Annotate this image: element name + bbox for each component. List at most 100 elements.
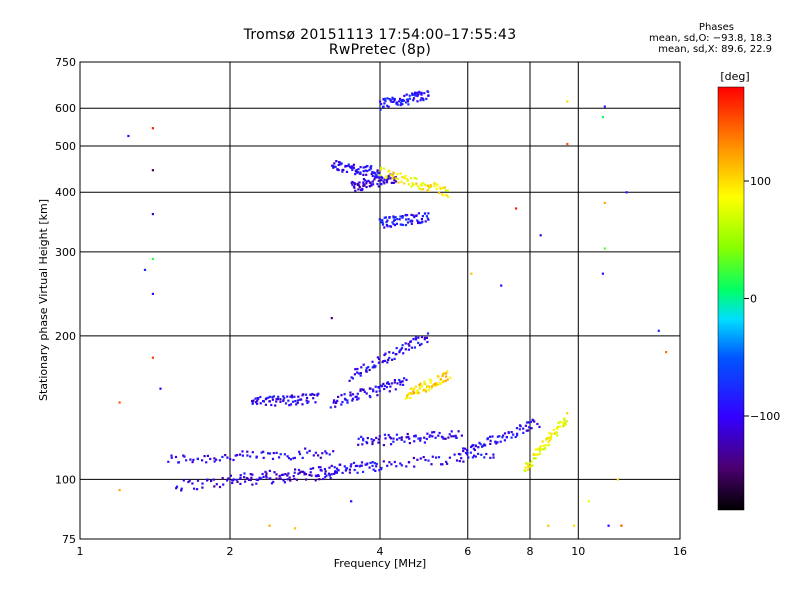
data-point <box>304 447 307 450</box>
data-point <box>435 382 438 385</box>
data-point <box>246 454 249 457</box>
data-point <box>430 387 433 390</box>
data-point <box>385 180 388 183</box>
data-point <box>413 440 416 443</box>
data-point <box>404 397 407 400</box>
data-point <box>407 218 410 221</box>
data-point <box>300 398 303 401</box>
data-point <box>396 438 399 441</box>
data-point <box>362 363 365 366</box>
data-point <box>455 459 459 462</box>
data-point <box>529 464 533 467</box>
data-point <box>492 453 495 456</box>
data-point <box>245 477 248 480</box>
data-point <box>346 401 349 404</box>
data-point <box>332 401 335 404</box>
data-point <box>483 443 486 446</box>
x-tick-label: 8 <box>527 545 534 558</box>
data-point <box>256 399 259 402</box>
data-point <box>284 402 288 405</box>
data-point <box>215 458 218 461</box>
data-point <box>262 400 265 403</box>
data-point <box>390 463 393 466</box>
data-point <box>358 181 361 184</box>
data-point <box>365 392 368 395</box>
data-point <box>498 435 501 438</box>
data-point <box>350 166 353 169</box>
data-point <box>383 216 386 219</box>
colorbar <box>717 86 745 511</box>
data-point <box>366 170 369 173</box>
data-point <box>396 173 399 176</box>
data-point <box>665 351 668 354</box>
data-point <box>215 483 218 486</box>
data-point <box>389 99 392 102</box>
data-point <box>118 401 121 404</box>
data-point <box>426 332 430 335</box>
data-point <box>426 432 429 435</box>
data-point <box>322 477 325 481</box>
data-point <box>538 452 542 455</box>
data-point <box>543 444 546 447</box>
data-point <box>491 435 494 438</box>
data-point <box>328 473 331 477</box>
data-point <box>243 476 246 479</box>
data-point <box>368 466 371 469</box>
data-point <box>549 435 553 438</box>
data-point <box>420 93 423 96</box>
data-point <box>552 428 555 431</box>
data-point <box>417 212 420 215</box>
data-point <box>424 390 427 393</box>
data-point <box>417 392 420 395</box>
data-point <box>474 455 477 458</box>
data-point <box>503 432 507 435</box>
data-point <box>419 437 422 440</box>
data-point <box>284 473 287 476</box>
data-point <box>340 394 343 397</box>
data-point <box>395 222 398 225</box>
data-point <box>359 171 362 174</box>
data-point <box>293 395 296 398</box>
data-point <box>275 473 278 476</box>
data-point <box>529 420 532 424</box>
data-point <box>213 485 216 488</box>
data-point <box>412 97 416 100</box>
phases-panel: Phases mean, sd,O: −93.8, 18.3 mean, sd,… <box>592 22 772 55</box>
data-point <box>423 92 426 95</box>
data-point <box>265 472 268 475</box>
y-axis: 75 100 200 300 400 500 600 750 <box>55 56 76 546</box>
data-point <box>413 216 416 219</box>
data-point <box>151 213 154 216</box>
data-point <box>423 380 426 383</box>
data-point <box>372 388 375 391</box>
data-point <box>298 471 301 474</box>
data-point <box>400 380 403 384</box>
data-point <box>446 462 449 465</box>
data-point <box>393 381 396 384</box>
data-point <box>431 431 434 434</box>
data-point <box>360 464 363 467</box>
data-point <box>384 216 387 219</box>
data-point <box>413 93 416 96</box>
data-point <box>543 447 547 450</box>
data-point <box>418 384 421 387</box>
data-point <box>251 451 254 454</box>
data-point <box>294 468 297 471</box>
data-point <box>338 463 341 466</box>
data-point <box>414 435 417 438</box>
data-point <box>558 420 562 424</box>
y-tick-label: 600 <box>55 102 76 115</box>
data-point <box>452 435 455 438</box>
data-point <box>359 464 362 467</box>
data-point <box>359 388 362 391</box>
data-point <box>282 473 285 476</box>
data-point <box>399 383 402 386</box>
data-point <box>298 450 301 453</box>
data-point <box>382 444 385 447</box>
data-point <box>151 169 154 172</box>
data-point <box>657 329 660 332</box>
data-point <box>360 388 363 391</box>
data-point <box>196 479 200 482</box>
data-point <box>557 421 560 425</box>
